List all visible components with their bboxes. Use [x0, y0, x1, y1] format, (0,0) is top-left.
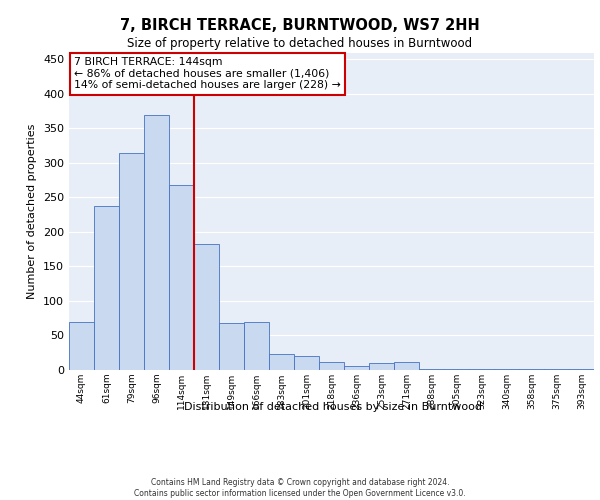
Bar — [119, 152, 144, 370]
Bar — [144, 114, 169, 370]
Text: Contains HM Land Registry data © Crown copyright and database right 2024.
Contai: Contains HM Land Registry data © Crown c… — [134, 478, 466, 498]
Bar — [344, 366, 369, 370]
Bar — [269, 354, 294, 370]
Bar — [394, 362, 419, 370]
Bar — [419, 368, 444, 370]
Bar — [94, 206, 119, 370]
Text: Size of property relative to detached houses in Burntwood: Size of property relative to detached ho… — [127, 38, 473, 51]
Text: 7 BIRCH TERRACE: 144sqm
← 86% of detached houses are smaller (1,406)
14% of semi: 7 BIRCH TERRACE: 144sqm ← 86% of detache… — [74, 58, 341, 90]
Text: Distribution of detached houses by size in Burntwood: Distribution of detached houses by size … — [184, 402, 482, 412]
Bar — [319, 362, 344, 370]
Bar — [69, 322, 94, 370]
Bar — [294, 356, 319, 370]
Bar — [219, 323, 244, 370]
Bar — [169, 185, 194, 370]
Bar — [569, 368, 594, 370]
Bar — [194, 244, 219, 370]
Bar — [369, 363, 394, 370]
Text: 7, BIRCH TERRACE, BURNTWOOD, WS7 2HH: 7, BIRCH TERRACE, BURNTWOOD, WS7 2HH — [120, 18, 480, 32]
Y-axis label: Number of detached properties: Number of detached properties — [28, 124, 37, 299]
Bar — [244, 322, 269, 370]
